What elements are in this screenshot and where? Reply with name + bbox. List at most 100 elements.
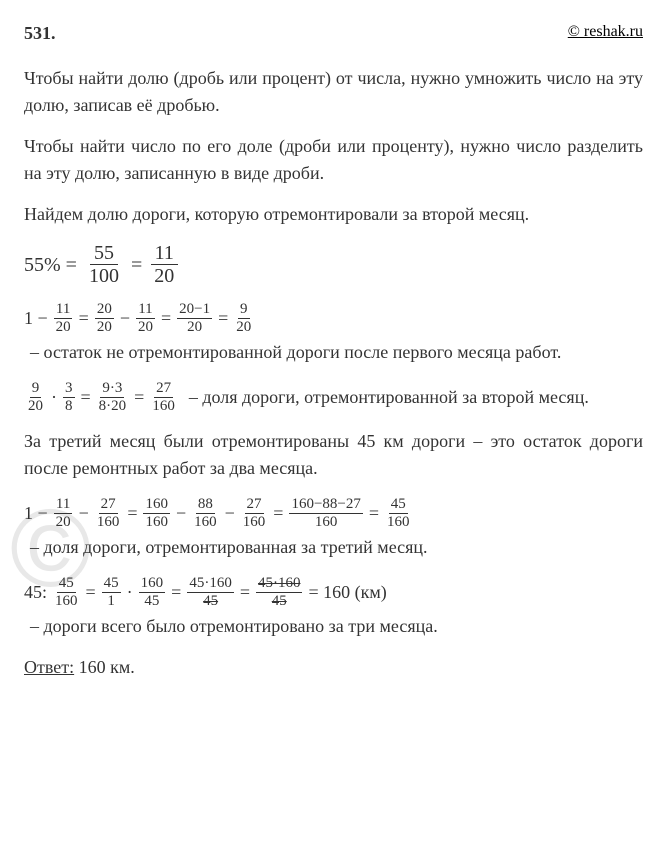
text: = — [86, 579, 96, 606]
denominator: 20 — [150, 265, 178, 287]
fraction: 55 100 — [85, 242, 123, 287]
denominator: 20 — [136, 319, 155, 336]
denominator: 160 — [53, 593, 80, 610]
equation-5: 45: 45160 = 451 · 16045 = 45·16045 = 45·… — [24, 575, 643, 640]
text: = — [134, 384, 144, 411]
fraction: 20−120 — [177, 301, 212, 335]
numerator: 27 — [245, 496, 264, 514]
denominator: 45 — [201, 593, 220, 610]
text: · — [51, 384, 57, 411]
fraction: 45·16045 — [187, 575, 234, 609]
fraction: 88160 — [192, 496, 219, 530]
equation-3: 920 · 38 = 9·38·20 = 27160 – доля дороги… — [24, 380, 643, 414]
denominator: 160 — [143, 514, 170, 531]
denominator: 20 — [95, 319, 114, 336]
fraction: 9·38·20 — [97, 380, 129, 414]
numerator: 11 — [151, 242, 178, 265]
text: = — [240, 579, 250, 606]
fraction: 11 20 — [150, 242, 178, 287]
text: 1 − — [24, 500, 48, 527]
numerator: 45 — [102, 575, 121, 593]
text: = — [161, 305, 171, 332]
equation-1: 55% = 55 100 = 11 20 — [24, 242, 643, 287]
numerator: 11 — [54, 496, 72, 514]
numerator: 9·3 — [100, 380, 124, 398]
answer-value: 160 км. — [74, 657, 135, 677]
paragraph-1: Чтобы найти долю (дробь или процент) от … — [24, 65, 643, 119]
fraction: 920 — [234, 301, 253, 335]
numerator: 45 — [389, 496, 408, 514]
denominator: 160 — [241, 514, 268, 531]
denominator: 45 — [270, 593, 289, 610]
equation-2: 1 − 1120 = 2020 − 1120 = 20−120 = 920 – … — [24, 301, 643, 366]
fraction: 2020 — [95, 301, 114, 335]
text: 1 − — [24, 305, 48, 332]
header: 531. © reshak.ru — [24, 20, 643, 47]
fraction: 45·16045 — [256, 575, 303, 609]
fraction: 160−88−27160 — [289, 496, 362, 530]
eq4-tail: – доля дороги, отремонтированная за трет… — [30, 534, 428, 561]
denominator: 100 — [85, 265, 123, 287]
eq3-tail: – доля дороги, отремонтированной за втор… — [189, 384, 589, 411]
site-link[interactable]: © reshak.ru — [568, 20, 643, 44]
numerator: 11 — [54, 301, 72, 319]
fraction: 1120 — [136, 301, 155, 335]
numerator: 3 — [63, 380, 75, 398]
denominator: 1 — [105, 593, 117, 610]
denominator: 8 — [63, 398, 75, 415]
fraction: 1120 — [54, 496, 73, 530]
fraction: 451 — [102, 575, 121, 609]
problem-number: 531. — [24, 20, 56, 47]
denominator: 20 — [54, 319, 73, 336]
text: − — [79, 500, 89, 527]
fraction: 38 — [63, 380, 75, 414]
equals: = — [131, 250, 142, 280]
denominator: 160 — [192, 514, 219, 531]
denominator: 160 — [385, 514, 412, 531]
denominator: 20 — [26, 398, 45, 415]
denominator: 160 — [313, 514, 340, 531]
answer-label: Ответ: — [24, 657, 74, 677]
text: = — [369, 500, 379, 527]
eq1-lhs: 55% = — [24, 250, 77, 280]
denominator: 160 — [150, 398, 177, 415]
text: = — [273, 500, 283, 527]
numerator: 20 — [95, 301, 114, 319]
fraction: 16045 — [139, 575, 166, 609]
text: = — [79, 305, 89, 332]
numerator: 20−1 — [177, 301, 212, 319]
text: = 160 (км) — [308, 579, 386, 606]
paragraph-3: Найдем долю дороги, которую отремонтиров… — [24, 201, 643, 228]
denominator: 20 — [54, 514, 73, 531]
fraction: 160160 — [143, 496, 170, 530]
text: − — [176, 500, 186, 527]
numerator: 55 — [90, 242, 118, 265]
paragraph-2: Чтобы найти число по его доле (дроби или… — [24, 133, 643, 187]
fraction: 27160 — [241, 496, 268, 530]
equation-4: 1 − 1120 − 27160 = 160160 − 88160 − 2716… — [24, 496, 643, 561]
fraction: 920 — [26, 380, 45, 414]
numerator: 9 — [30, 380, 42, 398]
numerator: 27 — [99, 496, 118, 514]
fraction: 45160 — [385, 496, 412, 530]
numerator: 160 — [143, 496, 170, 514]
numerator: 45·160 — [187, 575, 234, 593]
fraction: 27160 — [95, 496, 122, 530]
denominator: 20 — [234, 319, 253, 336]
text: 45: — [24, 579, 47, 606]
paragraph-4: За третий месяц были отремонтированы 45 … — [24, 428, 643, 482]
numerator: 160−88−27 — [289, 496, 362, 514]
numerator: 45 — [57, 575, 76, 593]
denominator: 20 — [185, 319, 204, 336]
numerator: 88 — [196, 496, 215, 514]
text: = — [127, 500, 137, 527]
fraction: 27160 — [150, 380, 177, 414]
denominator: 45 — [142, 593, 161, 610]
eq5-tail: – дороги всего было отремонтировано за т… — [30, 613, 438, 640]
fraction: 1120 — [54, 301, 73, 335]
text: = — [171, 579, 181, 606]
text: = — [81, 384, 91, 411]
denominator: 160 — [95, 514, 122, 531]
text: = — [218, 305, 228, 332]
text: · — [127, 579, 133, 606]
